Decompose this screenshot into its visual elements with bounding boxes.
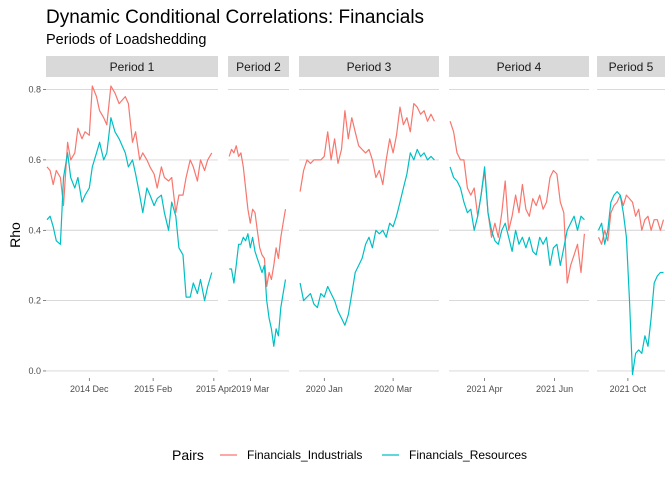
x-tick-label: 2015 Feb (134, 384, 172, 394)
facet-strip-label: Period 3 (347, 60, 392, 74)
facet-strip-label: Period 1 (110, 60, 155, 74)
legend-title: Pairs (172, 447, 204, 463)
facet-panel-5: Period 5 2021 Oct (597, 56, 665, 394)
facet-panel-2: Period 2 2019 Mar (228, 56, 289, 394)
y-axis-title: Rho (7, 222, 23, 248)
y-tick-label: 0.6 (28, 155, 41, 165)
facet-strip (46, 56, 218, 77)
facet-strip-label: Period 2 (236, 60, 281, 74)
x-tick-label: 2021 Jun (536, 384, 573, 394)
facet-panel-4: Period 4 2021 Apr 2021 Jun (449, 56, 589, 394)
legend-label: Financials_Industrials (247, 448, 362, 462)
legend: Pairs Financials_Industrials Financials_Re… (172, 447, 527, 463)
facet-strip-label: Period 4 (497, 60, 542, 74)
facet-strip (299, 56, 439, 77)
series-line-financials-industrials (597, 194, 665, 245)
x-tick-label: 2021 Oct (610, 384, 647, 394)
y-tick-label: 0.2 (28, 296, 41, 306)
series-line-financials-resources (229, 233, 287, 347)
y-tick-label: 0.0 (28, 366, 41, 376)
y-axis: 0.0 0.2 0.4 0.6 0.8 (28, 85, 46, 376)
series-line-financials-resources (449, 166, 585, 266)
series-line-financials-industrials (228, 145, 287, 288)
series-line-financials-resources (299, 148, 435, 326)
x-tick-label: 2015 Apr (196, 384, 232, 394)
series-line-financials-resources (597, 191, 664, 376)
facet-strip (228, 56, 289, 77)
series-line-financials-industrials (299, 103, 435, 192)
facet-strip (449, 56, 589, 77)
y-tick-label: 0.4 (28, 225, 41, 235)
x-tick-label: 2019 Mar (231, 384, 269, 394)
legend-label: Financials_Resources (409, 448, 527, 462)
series-line-financials-industrials (46, 85, 213, 214)
x-tick-label: 2020 Jan (306, 384, 343, 394)
chart-subtitle: Periods of Loadshedding (46, 32, 206, 48)
y-tick-label: 0.8 (28, 85, 41, 95)
x-tick-label: 2014 Dec (70, 384, 109, 394)
facet-panel-1: Period 1 2014 Dec 2015 Feb 2015 Apr (46, 56, 232, 394)
facet-strip (597, 56, 665, 77)
facet-strip-label: Period 5 (609, 60, 654, 74)
chart-title: Dynamic Conditional Correlations: Financ… (46, 7, 424, 28)
series-line-financials-industrials (449, 121, 585, 284)
x-tick-label: 2021 Apr (467, 384, 503, 394)
facet-panel-3: Period 3 2020 Jan 2020 Mar (299, 56, 439, 394)
x-tick-label: 2020 Mar (374, 384, 412, 394)
series-line-financials-resources (46, 117, 213, 302)
